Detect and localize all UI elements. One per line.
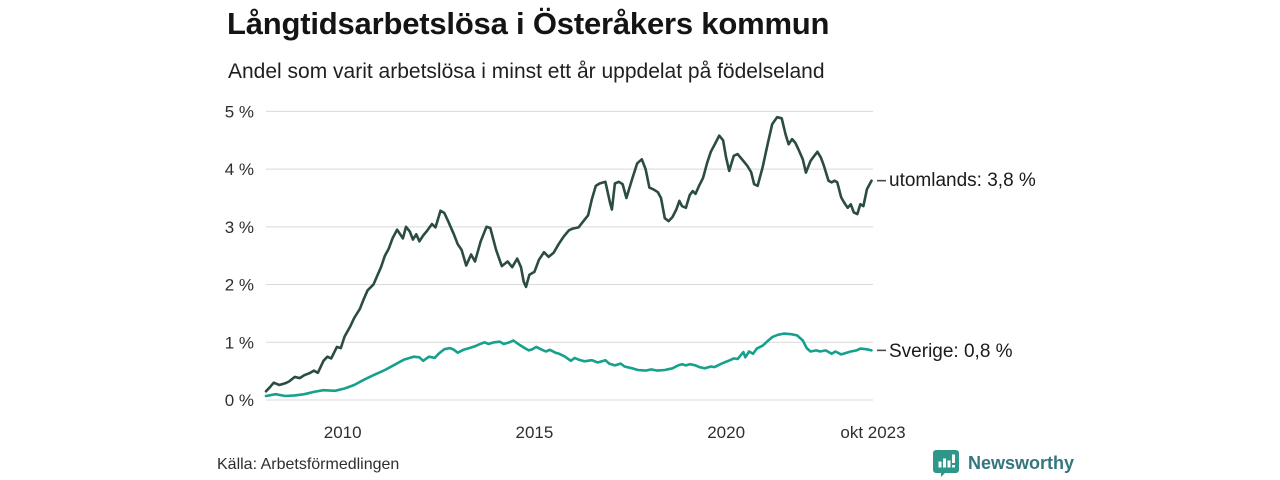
chart-subtitle: Andel som varit arbetslösa i minst ett å…: [228, 60, 825, 83]
series-label-sverige: Sverige: 0,8 %: [889, 341, 1013, 363]
y-tick-label: 5 %: [225, 102, 254, 121]
x-tick-label: 2015: [516, 423, 554, 442]
y-tick-label: 0 %: [225, 391, 254, 410]
series-line-sverige: [264, 332, 873, 398]
x-tick-label: 2020: [707, 423, 745, 442]
x-tick-label: okt 2023: [840, 423, 905, 442]
page-title: Långtidsarbetslösa i Österåkers kommun: [227, 6, 830, 41]
y-tick-label: 4 %: [225, 160, 254, 179]
newsworthy-barchart-pin-icon: [933, 450, 959, 477]
y-tick-label: 2 %: [225, 276, 254, 295]
series-line-utomlands: [264, 115, 873, 393]
newsworthy-logo[interactable]: Newsworthy: [933, 449, 1074, 478]
series-label-utomlands: utomlands: 3,8 %: [889, 169, 1036, 191]
y-tick-label: 1 %: [225, 333, 254, 352]
newsworthy-wordmark: Newsworthy: [968, 453, 1075, 473]
x-tick-label: 2010: [324, 423, 362, 442]
source-attribution: Källa: Arbetsförmedlingen: [217, 456, 400, 473]
y-tick-label: 3 %: [225, 218, 254, 237]
